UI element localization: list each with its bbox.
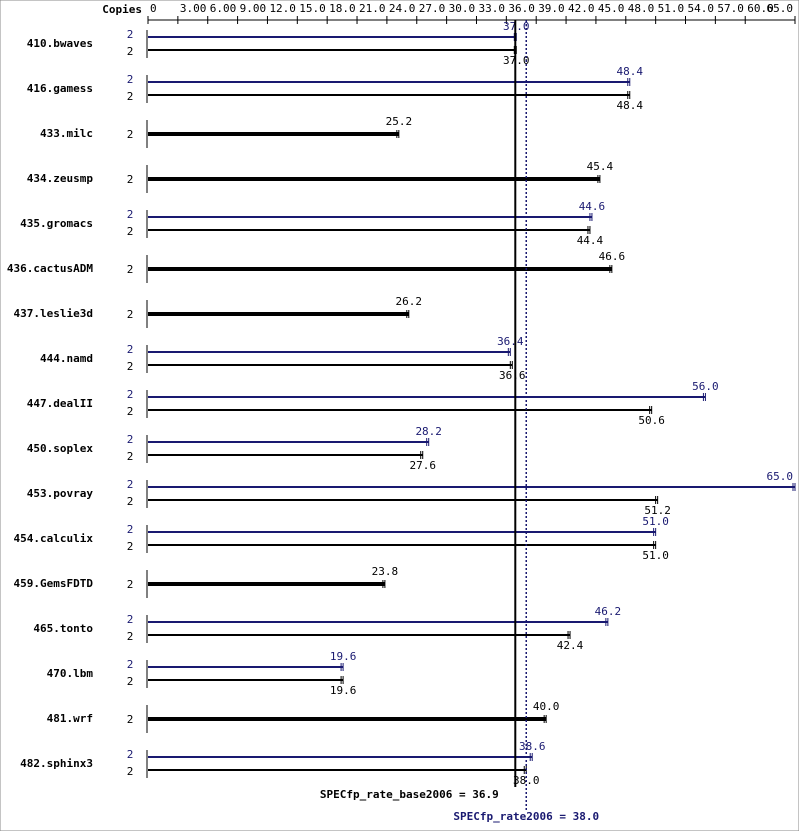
value-label: 28.2: [415, 425, 442, 438]
x-tick-label: 65.0: [767, 2, 794, 15]
copies: 2: [127, 45, 134, 58]
value-label: 36.6: [499, 369, 526, 382]
category-label: 482.sphinx3: [20, 757, 93, 770]
value-label: 48.4: [617, 65, 644, 78]
value-label: 40.0: [533, 700, 560, 713]
category-label: 459.GemsFDTD: [14, 577, 94, 590]
value-label: 51.0: [642, 549, 669, 562]
copies: 2: [127, 523, 134, 536]
x-tick-label: 27.0: [419, 2, 446, 15]
category-label: 447.dealII: [27, 397, 93, 410]
x-tick-label: 3.00: [180, 2, 207, 15]
value-label: 50.6: [638, 414, 665, 427]
value-label: 19.6: [330, 650, 357, 663]
copies: 2: [127, 343, 134, 356]
x-tick-label: 0: [150, 2, 157, 15]
copies-header: Copies: [102, 3, 142, 16]
copies: 2: [127, 748, 134, 761]
copies: 2: [127, 578, 134, 591]
x-tick-label: 39.0: [538, 2, 565, 15]
copies: 2: [127, 478, 134, 491]
value-label: 19.6: [330, 684, 357, 697]
x-tick-label: 24.0: [389, 2, 416, 15]
value-label: 42.4: [557, 639, 584, 652]
copies: 2: [127, 540, 134, 553]
value-label: 46.2: [595, 605, 622, 618]
value-label: 51.0: [642, 515, 669, 528]
copies: 2: [127, 173, 134, 186]
copies: 2: [127, 765, 134, 778]
x-tick-label: 18.0: [329, 2, 356, 15]
category-label: 436.cactusADM: [7, 262, 93, 275]
value-label: 44.6: [579, 200, 606, 213]
category-label: 437.leslie3d: [14, 307, 93, 320]
copies: 2: [127, 713, 134, 726]
value-label: 65.0: [767, 470, 794, 483]
copies: 2: [127, 308, 134, 321]
value-label: 27.6: [409, 459, 436, 472]
x-tick-label: 60.0: [747, 2, 774, 15]
value-label: 48.4: [617, 99, 644, 112]
category-label: 454.calculix: [14, 532, 94, 545]
value-label: 25.2: [386, 115, 413, 128]
copies: 2: [127, 630, 134, 643]
x-tick-label: 57.0: [717, 2, 744, 15]
copies: 2: [127, 450, 134, 463]
category-label: 435.gromacs: [20, 217, 93, 230]
value-label: 38.6: [519, 740, 546, 753]
copies: 2: [127, 128, 134, 141]
x-tick-label: 15.0: [299, 2, 326, 15]
copies: 2: [127, 405, 134, 418]
category-label: 444.namd: [40, 352, 93, 365]
category-label: 470.lbm: [47, 667, 94, 680]
x-tick-label: 48.0: [628, 2, 655, 15]
value-label: 51.2: [644, 504, 671, 517]
copies: 2: [127, 90, 134, 103]
category-label: 433.milc: [40, 127, 93, 140]
copies: 2: [127, 658, 134, 671]
value-label: 45.4: [587, 160, 614, 173]
reference-label: SPECfp_rate_base2006 = 36.9: [320, 788, 499, 801]
copies: 2: [127, 208, 134, 221]
value-label: 36.4: [497, 335, 524, 348]
copies: 2: [127, 675, 134, 688]
x-tick-label: 45.0: [598, 2, 625, 15]
category-label: 410.bwaves: [27, 37, 93, 50]
copies: 2: [127, 73, 134, 86]
category-label: 453.povray: [27, 487, 94, 500]
copies: 2: [127, 225, 134, 238]
x-tick-label: 6.00: [210, 2, 237, 15]
copies: 2: [127, 28, 134, 41]
copies: 2: [127, 360, 134, 373]
x-tick-label: 36.0: [508, 2, 535, 15]
category-label: 416.gamess: [27, 82, 93, 95]
value-label: 46.6: [599, 250, 626, 263]
x-tick-label: 33.0: [478, 2, 505, 15]
category-label: 434.zeusmp: [27, 172, 94, 185]
value-label: 44.4: [577, 234, 604, 247]
value-label: 26.2: [396, 295, 423, 308]
x-tick-label: 54.0: [688, 2, 715, 15]
copies: 2: [127, 433, 134, 446]
category-label: 450.soplex: [27, 442, 94, 455]
x-tick-label: 21.0: [359, 2, 386, 15]
x-tick-label: 30.0: [449, 2, 476, 15]
category-label: 481.wrf: [47, 712, 93, 725]
x-tick-label: 12.0: [269, 2, 296, 15]
copies: 2: [127, 613, 134, 626]
x-tick-label: 51.0: [658, 2, 685, 15]
copies: 2: [127, 263, 134, 276]
copies: 2: [127, 388, 134, 401]
value-label: 56.0: [692, 380, 719, 393]
category-label: 465.tonto: [33, 622, 93, 635]
value-label: 23.8: [372, 565, 399, 578]
x-tick-label: 42.0: [568, 2, 595, 15]
x-tick-label: 9.00: [240, 2, 266, 15]
reference-label: SPECfp_rate2006 = 38.0: [453, 810, 599, 823]
copies: 2: [127, 495, 134, 508]
